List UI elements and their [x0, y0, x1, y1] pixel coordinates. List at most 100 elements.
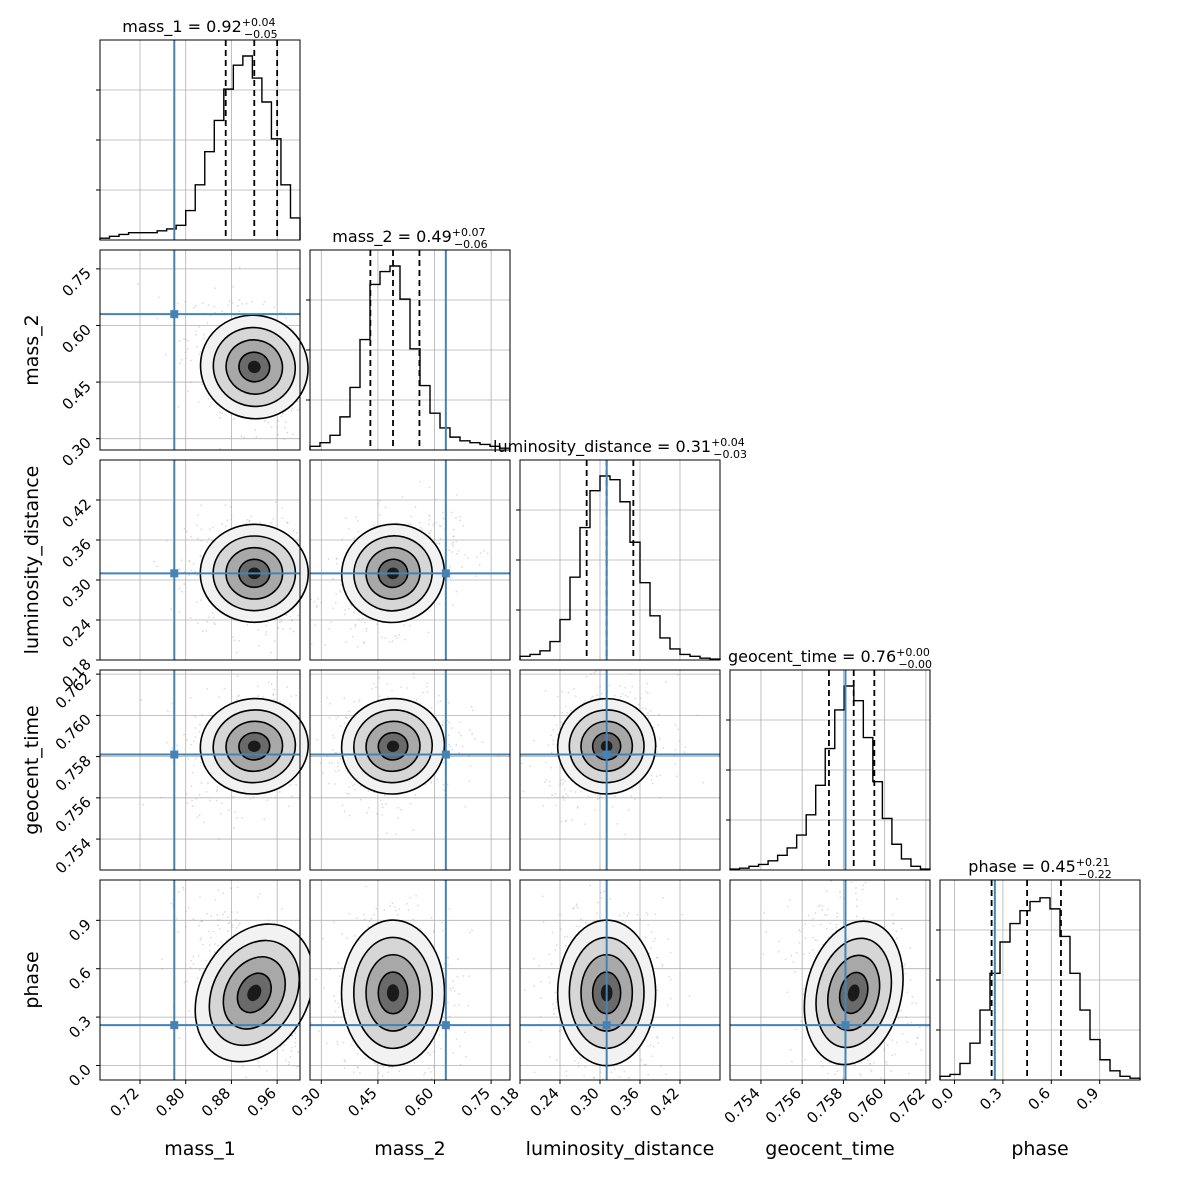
scatter-point — [200, 539, 203, 542]
scatter-point — [644, 936, 647, 939]
scatter-point — [661, 965, 664, 968]
scatter-point — [432, 929, 435, 932]
scatter-point — [475, 556, 478, 559]
scatter-point — [670, 997, 672, 1000]
y-axis-label: luminosity_distance — [21, 466, 43, 655]
scatter-point — [559, 781, 562, 784]
scatter-point — [430, 916, 433, 919]
scatter-point — [455, 590, 458, 593]
scatter-point — [222, 913, 224, 916]
scatter-point — [277, 627, 280, 630]
scatter-point — [385, 832, 388, 835]
scatter-point — [438, 524, 441, 527]
scatter-point — [379, 499, 381, 502]
scatter-point — [248, 520, 251, 522]
scatter-point — [295, 694, 298, 697]
scatter-point — [555, 1001, 558, 1003]
scatter-point — [669, 951, 672, 954]
scatter-point — [904, 963, 906, 966]
scatter-point — [315, 604, 318, 607]
scatter-point — [587, 795, 590, 797]
scatter-point — [479, 552, 482, 554]
scatter-point — [186, 390, 189, 392]
scatter-point — [196, 345, 198, 348]
scatter-point — [320, 601, 323, 604]
scatter-point — [450, 989, 452, 992]
scatter-point — [624, 921, 627, 924]
scatter-point — [428, 532, 431, 535]
scatter-point — [292, 630, 295, 633]
scatter-point — [629, 673, 632, 675]
scatter-point — [590, 697, 592, 700]
scatter-point — [283, 426, 286, 429]
x-axis-label: mass_2 — [374, 1138, 446, 1160]
scatter-point — [613, 694, 616, 697]
scatter-point — [452, 541, 455, 544]
scatter-point — [328, 628, 331, 630]
scatter-point — [357, 530, 360, 533]
scatter-point — [455, 517, 457, 519]
scatter-point — [602, 1077, 604, 1080]
scatter-point — [229, 506, 232, 508]
scatter-point — [652, 1026, 655, 1029]
scatter-point — [337, 761, 339, 764]
scatter-point — [286, 686, 288, 688]
scatter-point — [441, 724, 443, 727]
scatter-point — [318, 1030, 320, 1032]
scatter-point — [245, 522, 248, 524]
scatter-point — [343, 810, 346, 813]
scatter-point — [551, 794, 553, 797]
scatter-point — [290, 409, 293, 412]
scatter-point — [381, 803, 384, 806]
scatter-point — [190, 785, 193, 788]
scatter-point — [623, 912, 625, 914]
scatter-point — [336, 1043, 339, 1045]
scatter-point — [821, 905, 824, 907]
scatter-point — [258, 644, 260, 647]
scatter-point — [397, 806, 400, 809]
scatter-point — [285, 1059, 287, 1062]
scatter-point — [216, 919, 219, 921]
scatter-point — [356, 645, 359, 648]
scatter-point — [427, 1067, 430, 1070]
scatter-point — [575, 905, 578, 907]
scatter-point — [561, 711, 564, 714]
scatter-point — [414, 793, 417, 796]
scatter-point — [333, 736, 335, 739]
scatter-point — [352, 1071, 355, 1074]
scatter-point — [886, 1044, 889, 1047]
scatter-point — [381, 1075, 384, 1078]
scatter-point — [189, 696, 192, 699]
scatter-point — [165, 539, 168, 542]
scatter-point — [446, 719, 449, 722]
scatter-point — [229, 887, 232, 890]
scatter-point — [571, 819, 574, 822]
scatter-point — [238, 922, 241, 925]
scatter-point — [634, 798, 636, 801]
scatter-point — [384, 637, 387, 639]
scatter-point — [455, 540, 458, 543]
scatter-point — [210, 714, 213, 717]
scatter-point — [281, 507, 284, 510]
scatter-point — [198, 325, 200, 328]
scatter-point — [348, 710, 351, 713]
scatter-point — [206, 688, 209, 690]
scatter-point — [812, 917, 814, 920]
scatter-point — [389, 641, 391, 643]
scatter-point — [183, 733, 185, 736]
scatter-point — [273, 698, 276, 701]
scatter-point — [280, 618, 283, 621]
scatter-point — [436, 778, 439, 781]
scatter-point — [387, 1071, 389, 1074]
scatter-point — [654, 937, 656, 940]
scatter-point — [404, 638, 406, 641]
scatter-point — [221, 802, 223, 805]
scatter-point — [334, 1010, 337, 1013]
scatter-point — [222, 892, 225, 895]
scatter-point — [184, 925, 187, 928]
scatter-point — [270, 796, 272, 799]
scatter-point — [456, 552, 458, 555]
scatter-point — [468, 728, 471, 731]
scatter-point — [594, 809, 596, 812]
